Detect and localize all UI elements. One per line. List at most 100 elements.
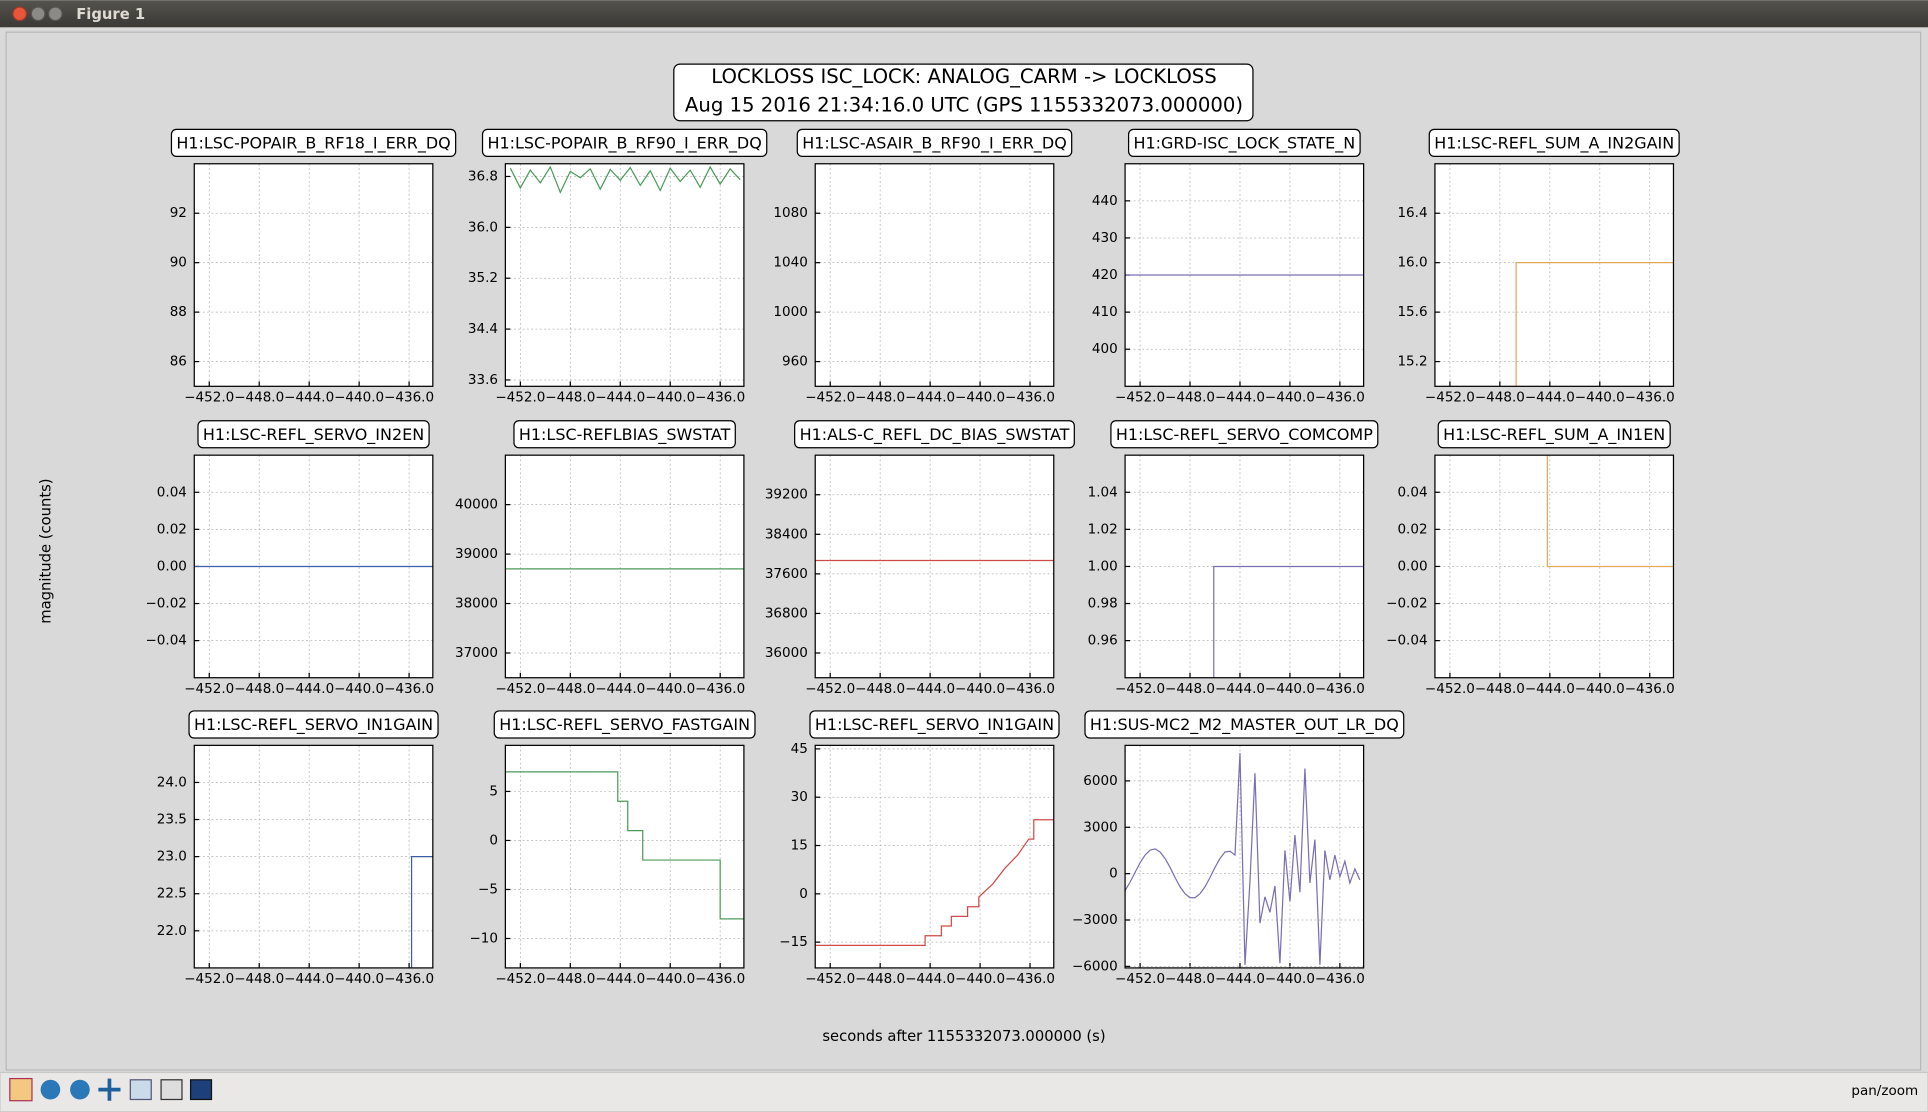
x-tick-label: −452.0: [184, 971, 234, 987]
y-tick-label: 30: [791, 789, 808, 805]
y-tick-label: 5: [489, 783, 498, 799]
y-tick-label: 410: [1092, 304, 1118, 320]
x-tick-label: −448.0: [855, 389, 905, 405]
y-tick-label: 0.00: [1397, 558, 1427, 574]
data-line: [1125, 753, 1361, 965]
subplot-title-box: [493, 710, 756, 739]
plot-area: [815, 455, 1054, 678]
x-tick-label: −452.0: [495, 971, 545, 987]
y-tick-label: 23.0: [157, 849, 187, 865]
subplots-button[interactable]: [160, 1079, 183, 1101]
subplot-title: H1:SUS-MC2_M2_MASTER_OUT_LR_DQ: [1090, 715, 1399, 735]
subplot-title-box: [197, 420, 430, 449]
data-line: [1546, 455, 1674, 568]
y-tick-label: 36.0: [468, 219, 498, 235]
suptitle-box: [673, 63, 1254, 122]
subplot: −452.0 −448.0 −444.0 −440.0 −436.0 −0.04 −0.02…: [145, 420, 434, 697]
forward-button[interactable]: [70, 1079, 90, 1100]
y-tick-label: 1040: [773, 255, 807, 271]
y-tick-label: 90: [170, 255, 187, 271]
x-tick-label: −440.0: [334, 971, 384, 987]
window-title: Figure 1: [76, 6, 145, 23]
y-tick-label: 440: [1092, 193, 1118, 209]
x-tick-label: −440.0: [955, 971, 1005, 987]
axes-frame: [814, 744, 1055, 969]
plot-area: [815, 745, 1054, 968]
x-tick-label: −448.0: [1165, 681, 1215, 697]
subplot-title: H1:LSC-REFLBIAS_SWSTAT: [519, 425, 731, 445]
subplot: −452.0 −448.0 −444.0 −440.0 −436.0 22.0 22.5 23…: [157, 710, 439, 987]
x-tick-label: −444.0: [284, 389, 334, 405]
x-tick-label: −452.0: [184, 389, 234, 405]
back-button[interactable]: [40, 1079, 61, 1100]
x-tick-label: −452.0: [805, 389, 855, 405]
subplot: −452.0 −448.0 −444.0 −440.0 −436.0 15.2 15.6 16…: [1397, 128, 1680, 405]
subplot-title-box: [188, 710, 439, 739]
y-tick-label: 3000: [1083, 819, 1117, 835]
subplot-title-box: [170, 128, 457, 157]
save-button[interactable]: [189, 1079, 213, 1101]
y-tick-label: 0.96: [1088, 633, 1118, 649]
axes-frame: [1124, 454, 1365, 679]
y-tick-label: 0.04: [1397, 484, 1427, 500]
subplot-title: H1:LSC-REFL_SERVO_IN1GAIN: [815, 715, 1054, 735]
x-tick-label: −436.0: [1005, 389, 1055, 405]
y-tick-label: 0.98: [1088, 596, 1118, 612]
x-tick-label: −440.0: [1265, 971, 1315, 987]
x-tick-label: −440.0: [1265, 681, 1315, 697]
x-tick-label: −452.0: [495, 389, 545, 405]
x-tick-label: −452.0: [1115, 389, 1165, 405]
x-tick-label: −448.0: [1165, 971, 1215, 987]
y-tick-label: 88: [170, 304, 187, 320]
y-tick-label: 1.00: [1088, 558, 1118, 574]
y-tick-label: 15.6: [1397, 304, 1427, 320]
close-button[interactable]: [12, 6, 28, 22]
x-axis-label: seconds after 1155332073.000000 (s): [822, 1028, 1105, 1045]
x-tick-label: −436.0: [1315, 389, 1365, 405]
x-tick-label: −440.0: [1265, 389, 1315, 405]
y-tick-label: 24.0: [157, 774, 187, 790]
y-tick-label: 34.4: [468, 321, 498, 337]
minimize-button[interactable]: [30, 6, 46, 22]
y-tick-label: 400: [1092, 341, 1118, 357]
data-line: [1213, 565, 1364, 678]
pan-button[interactable]: [98, 1078, 121, 1101]
y-axis-label: magnitude (counts): [38, 478, 55, 623]
y-tick-label: −15: [779, 934, 808, 950]
y-tick-label: 0: [489, 832, 498, 848]
subplot-title: H1:LSC-REFL_SUM_A_IN2GAIN: [1434, 134, 1674, 154]
subplot: −452.0 −448.0 −444.0 −440.0 −436.0 −6000 −3000…: [1072, 710, 1405, 987]
x-tick-label: −448.0: [855, 971, 905, 987]
axes-frame: [193, 454, 434, 679]
subplot: −452.0 −448.0 −444.0 −440.0 −436.0 −10 −5 0 5 H1:…: [469, 710, 756, 987]
y-tick-label: 92: [170, 205, 187, 221]
x-tick-label: −444.0: [905, 681, 955, 697]
y-tick-label: 420: [1092, 267, 1118, 283]
y-tick-label: −5: [478, 881, 498, 897]
y-tick-label: 15: [791, 838, 808, 854]
status-text: pan/zoom: [1851, 1083, 1918, 1099]
x-tick-label: −440.0: [1575, 389, 1625, 405]
subplot: −452.0 −448.0 −444.0 −440.0 −436.0 −15 0 15 30 45…: [779, 710, 1060, 987]
subplot: −452.0 −448.0 −444.0 −440.0 −436.0 960 1000 104…: [773, 128, 1073, 405]
zoom-button[interactable]: [129, 1079, 152, 1101]
subplot-title-box: [481, 128, 768, 157]
x-tick-label: −436.0: [1315, 681, 1365, 697]
y-tick-label: 0: [1109, 866, 1118, 882]
maximize-button[interactable]: [47, 6, 63, 22]
home-button[interactable]: [9, 1077, 33, 1102]
x-tick-label: −436.0: [1315, 971, 1365, 987]
x-tick-label: −448.0: [855, 681, 905, 697]
x-tick-label: −444.0: [905, 971, 955, 987]
y-tick-label: 22.0: [157, 923, 187, 939]
subplot-title: H1:LSC-REFL_SERVO_IN1GAIN: [194, 715, 433, 735]
x-tick-label: −448.0: [234, 389, 284, 405]
x-tick-label: −444.0: [1525, 389, 1575, 405]
x-tick-label: −448.0: [545, 681, 595, 697]
y-tick-label: 33.6: [468, 372, 498, 388]
x-tick-label: −440.0: [955, 681, 1005, 697]
subplot-title-box: [796, 128, 1073, 157]
subplot: −452.0 −448.0 −444.0 −440.0 −436.0 −0.04 −0.02…: [1386, 420, 1675, 697]
subplot-title: H1:LSC-ASAIR_B_RF90_I_ERR_DQ: [802, 134, 1067, 154]
